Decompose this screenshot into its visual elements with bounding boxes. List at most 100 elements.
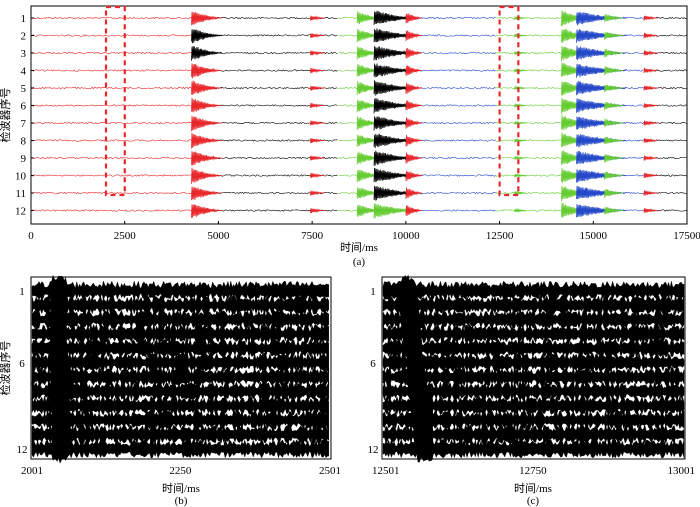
event-6-ch1	[514, 15, 527, 21]
event-5-ch9	[405, 152, 423, 164]
event-9-ch3	[604, 48, 624, 58]
event-1-ch10	[191, 167, 223, 184]
trace-ch1-seg1	[30, 16, 192, 20]
trace-ch11-seg1	[30, 191, 193, 195]
trace-ch12-seg3	[338, 209, 361, 212]
trace-ch3	[382, 303, 685, 335]
event-1-ch5	[191, 80, 223, 95]
trace-ch10-seg3	[338, 174, 361, 177]
trace-ch2-seg1	[30, 34, 192, 37]
highlight-window-1	[104, 5, 126, 197]
panel-a-traces	[30, 10, 687, 219]
a-ytick-label-10: 10	[15, 171, 27, 183]
trace-ch5	[382, 332, 685, 363]
event-5-ch8	[405, 134, 423, 147]
trace-ch2-seg3	[338, 34, 361, 37]
ytick-label-1: 1	[19, 286, 25, 298]
event-6-ch9	[514, 155, 527, 161]
a-xtick-label-5000: 5000	[207, 230, 230, 242]
panel-a-x-ticks: 0 2500 5000 7500 10000 12500 15000 17500	[28, 221, 700, 242]
trace-ch7-seg8	[649, 121, 687, 125]
trace-ch1-seg3	[338, 16, 361, 19]
event-2-ch9	[309, 155, 325, 161]
event-1-ch9	[191, 151, 223, 166]
event-5-ch6	[405, 100, 423, 111]
event-9-ch10	[604, 171, 624, 180]
event-5-ch12	[405, 205, 423, 216]
trace-ch12-seg6	[495, 209, 564, 212]
xtick-label-12501: 12501	[372, 465, 400, 477]
trace-ch3-seg1	[30, 51, 192, 55]
panel-c-caption: (c)	[527, 495, 540, 507]
event-6-ch2	[514, 33, 527, 38]
a-xtick-label-2500: 2500	[114, 230, 137, 242]
event-5-ch7	[405, 117, 423, 129]
trace-ch2-seg6	[495, 34, 564, 37]
event-2-ch3	[309, 50, 325, 56]
event-2-ch6	[309, 102, 325, 109]
event-10-ch9	[643, 155, 658, 161]
panel-b-xlabel: 时间/ms	[162, 482, 200, 495]
event-9-ch12	[604, 206, 624, 215]
ytick-label-6: 6	[370, 358, 376, 370]
a-ytick-label-5: 5	[21, 83, 27, 95]
trace-ch12	[382, 433, 685, 463]
event-1-ch7	[191, 115, 223, 132]
trace-ch8-seg1	[30, 139, 192, 142]
trace-ch11-seg3	[338, 191, 361, 195]
event-5-ch10	[405, 170, 423, 182]
event-9-ch9	[604, 153, 624, 163]
panel-a-frame	[30, 5, 688, 225]
event-6-ch7	[514, 120, 527, 126]
trace-ch7-seg3	[338, 121, 361, 125]
ytick-label-12: 12	[368, 444, 379, 456]
event-6-ch12	[514, 207, 527, 214]
panel-b-traces	[31, 274, 329, 464]
a-ytick-label-3: 3	[21, 48, 27, 60]
trace-ch6-seg1	[30, 104, 192, 107]
a-ytick-label-12: 12	[15, 206, 26, 218]
panel-b-caption: (b)	[175, 495, 188, 507]
panel-b-x-ticks: 2001 2250 2501	[21, 465, 341, 477]
event-6-ch8	[514, 137, 527, 143]
trace-ch8-seg6	[495, 139, 564, 142]
event-9-ch1	[604, 14, 624, 22]
event-10-ch2	[643, 32, 658, 39]
trace-ch4	[31, 319, 329, 348]
event-5-ch2	[405, 30, 423, 42]
trace-ch12-seg1	[30, 209, 192, 212]
event-2-ch7	[309, 120, 325, 126]
event-1-ch11	[191, 186, 223, 201]
a-xtick-label-17500: 17500	[673, 230, 700, 242]
event-9-ch6	[604, 102, 624, 111]
xtick-label-12750: 12750	[519, 465, 547, 477]
trace-ch2	[31, 289, 329, 320]
a-ytick-label-9: 9	[21, 153, 27, 165]
trace-ch9-seg6	[495, 156, 564, 160]
event-5-ch3	[405, 48, 423, 59]
panel-c-traces	[382, 274, 685, 463]
a-xtick-label-7500: 7500	[301, 230, 324, 242]
a-xtick-label-10000: 10000	[392, 230, 420, 242]
ytick-label-12: 12	[17, 444, 28, 456]
event-10-ch5	[643, 85, 658, 91]
a-ytick-label-6: 6	[21, 101, 27, 113]
a-ytick-label-4: 4	[21, 66, 27, 78]
trace-ch9-seg3	[338, 156, 361, 160]
trace-ch3-seg8	[649, 51, 687, 55]
event-2-ch2	[309, 32, 325, 39]
trace-ch8-seg3	[338, 139, 361, 142]
trace-ch11-seg6	[495, 191, 564, 195]
trace-ch4-seg8	[649, 69, 687, 72]
event-9-ch5	[604, 84, 624, 93]
event-2-ch12	[309, 208, 325, 214]
event-1-ch6	[191, 98, 223, 113]
trace-ch8	[31, 375, 329, 406]
event-10-ch7	[643, 120, 658, 126]
event-1-ch8	[191, 132, 223, 149]
event-10-ch8	[643, 138, 658, 144]
event-2-ch8	[309, 138, 325, 144]
